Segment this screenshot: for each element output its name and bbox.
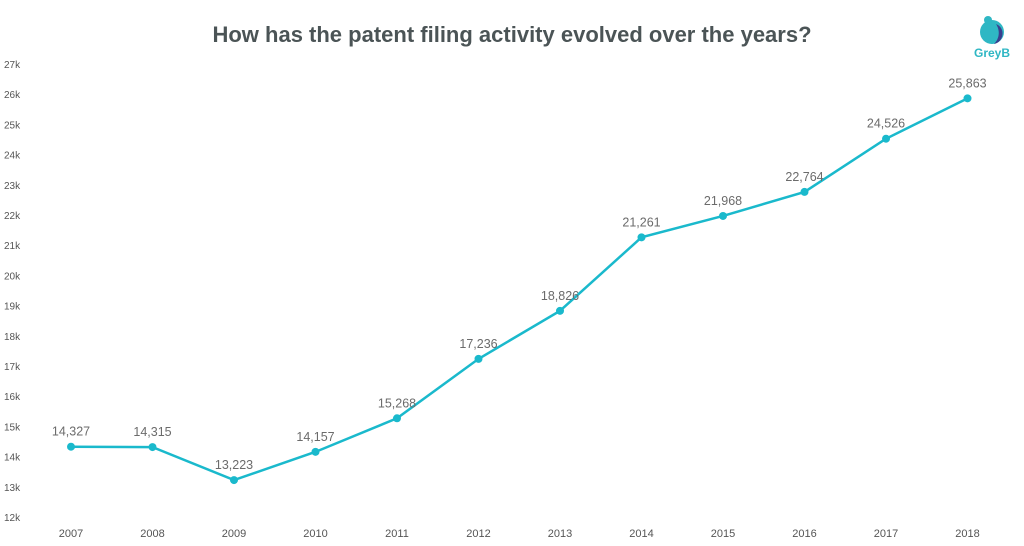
- x-tick-label: 2010: [303, 528, 327, 540]
- y-tick-label: 18k: [4, 332, 21, 343]
- y-tick-label: 12k: [4, 513, 21, 524]
- series-line: [70, 97, 969, 482]
- data-label: 21,968: [704, 194, 742, 208]
- y-tick-label: 14k: [4, 453, 21, 464]
- y-tick-label: 21k: [4, 241, 21, 252]
- data-point: [882, 134, 890, 143]
- x-tick-label: 2008: [140, 528, 164, 540]
- y-tick-label: 17k: [4, 362, 21, 373]
- x-tick-label: 2018: [955, 528, 979, 540]
- y-axis-ticks: 12k 13k 14k 15k 16k 17k 18k 19k 20k 21k 22k 23k 24k 2…: [4, 60, 21, 524]
- data-label: 21,261: [622, 215, 660, 229]
- data-label: 14,327: [52, 425, 90, 439]
- y-tick-label: 19k: [4, 302, 21, 313]
- data-label: 15,268: [378, 396, 416, 410]
- data-point: [800, 187, 809, 196]
- y-tick-label: 23k: [4, 181, 21, 192]
- chart-title: How has the patent filing activity evolv…: [212, 22, 812, 47]
- y-tick-label: 13k: [4, 483, 21, 494]
- y-tick-label: 26k: [4, 90, 21, 101]
- x-tick-label: 2012: [466, 528, 490, 540]
- data-point: [963, 94, 972, 103]
- data-point: [719, 211, 727, 220]
- x-tick-label: 2011: [385, 528, 409, 540]
- y-tick-label: 24k: [4, 151, 21, 162]
- y-tick-label: 16k: [4, 392, 21, 403]
- y-tick-label: 22k: [4, 211, 21, 222]
- data-point: [393, 414, 401, 423]
- x-axis-ticks: 2007 2008 2009 2010 2011 2012 2013 2014 2015 2016…: [59, 528, 980, 540]
- data-label: 24,526: [867, 117, 905, 131]
- data-label: 18,826: [541, 289, 579, 303]
- data-label: 14,157: [296, 430, 334, 444]
- x-tick-label: 2016: [792, 528, 816, 540]
- data-labels: 14,327 14,315 13,223 14,157 15,268 17,236 18,8…: [52, 76, 987, 472]
- data-point: [67, 442, 75, 451]
- data-points: [67, 94, 972, 485]
- data-label: 17,236: [459, 337, 497, 351]
- x-tick-label: 2009: [222, 528, 246, 540]
- data-point: [148, 443, 157, 452]
- data-label: 13,223: [215, 458, 253, 472]
- data-point: [311, 447, 320, 456]
- x-tick-label: 2015: [711, 528, 735, 540]
- data-point: [556, 306, 564, 315]
- x-tick-label: 2017: [874, 528, 898, 540]
- data-point: [230, 476, 238, 485]
- y-tick-label: 20k: [4, 271, 21, 282]
- y-tick-label: 27k: [4, 60, 21, 71]
- x-tick-label: 2013: [548, 528, 572, 540]
- greyb-logo-icon: [980, 16, 1004, 44]
- data-label: 22,764: [785, 170, 823, 184]
- y-tick-label: 25k: [4, 120, 21, 131]
- data-label: 14,315: [133, 425, 171, 439]
- data-point: [637, 233, 646, 242]
- data-label: 25,863: [948, 76, 986, 90]
- x-tick-label: 2007: [59, 528, 83, 540]
- x-tick-label: 2014: [629, 528, 653, 540]
- logo-text: GreyB: [973, 46, 1011, 60]
- data-point: [474, 354, 483, 363]
- y-tick-label: 15k: [4, 422, 21, 433]
